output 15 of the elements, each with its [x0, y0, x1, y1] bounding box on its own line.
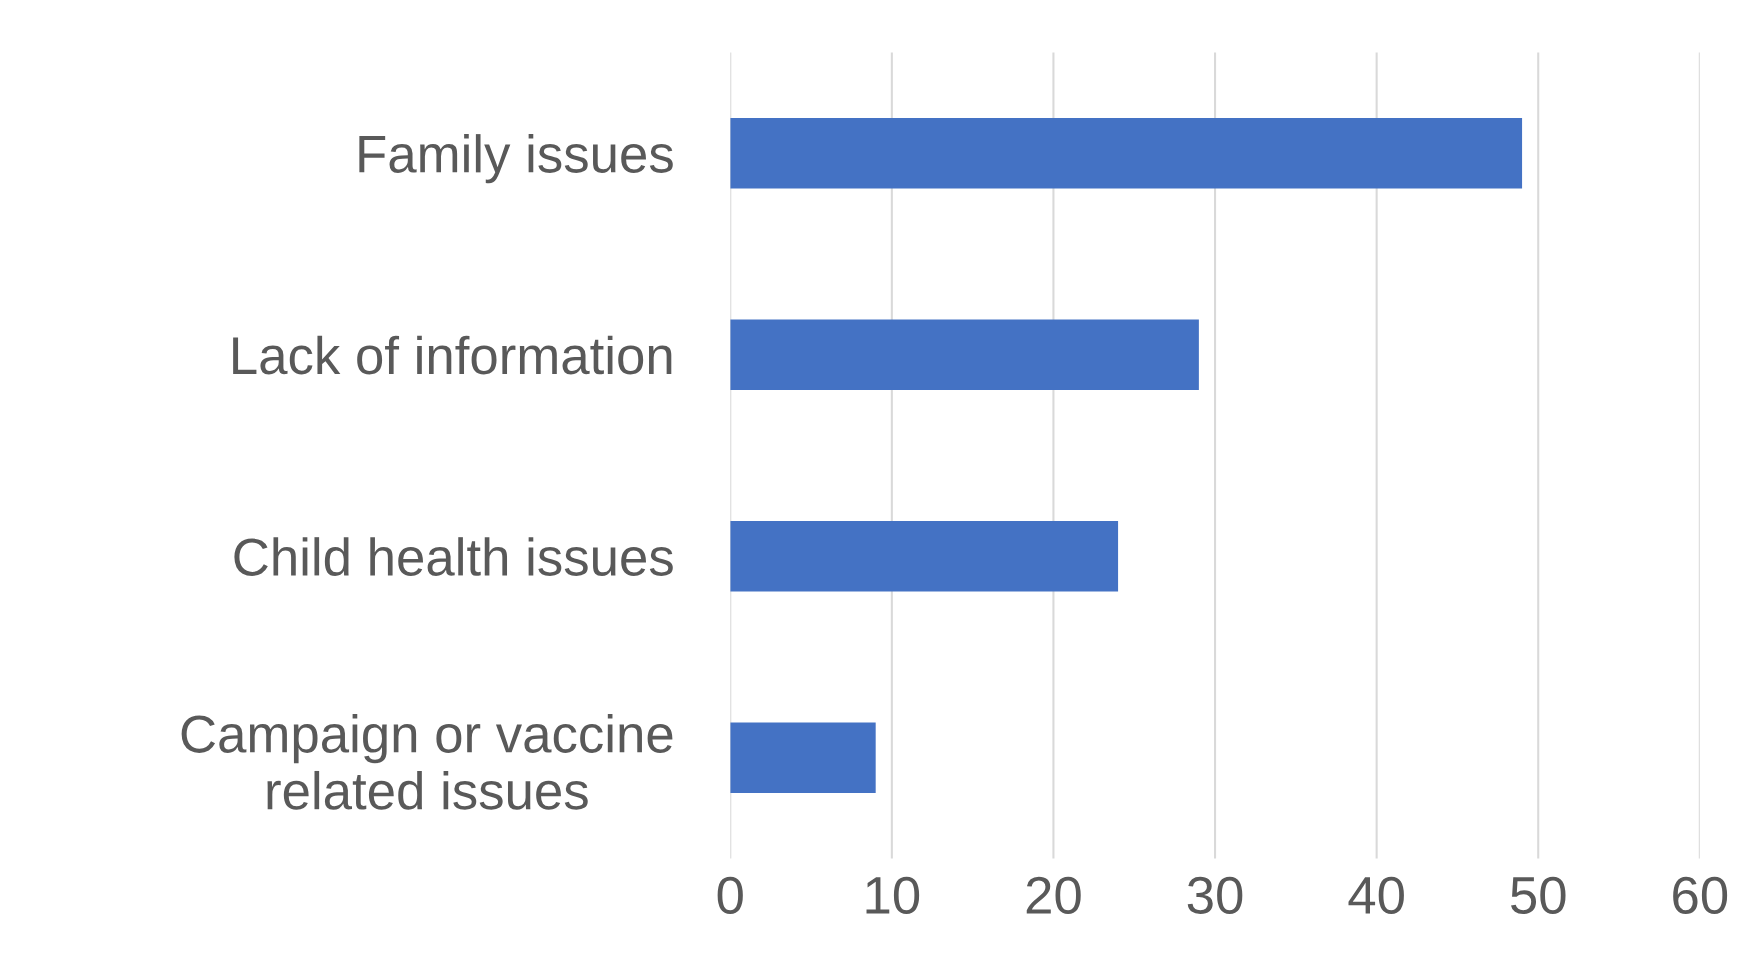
- x-tick-label: 60: [1673, 876, 1728, 915]
- bar: [730, 117, 1523, 189]
- x-tick-label: 50: [1511, 876, 1566, 915]
- x-tick-label: 30: [1187, 876, 1243, 915]
- bar: [730, 319, 1199, 391]
- y-tick-label: Lack of information: [233, 335, 672, 375]
- y-tick-label: Family issues: [359, 134, 673, 184]
- y-tick-label: Campaign or vaccine related issues: [181, 714, 673, 810]
- x-tick-label: 40: [1348, 876, 1404, 915]
- bar: [730, 722, 876, 794]
- x-tick-label: 10: [866, 876, 920, 915]
- x-tick-label: 0: [717, 876, 743, 915]
- x-tick-label: 20: [1026, 876, 1081, 915]
- y-tick-label: Child health issues: [234, 537, 673, 576]
- bar: [730, 521, 1119, 592]
